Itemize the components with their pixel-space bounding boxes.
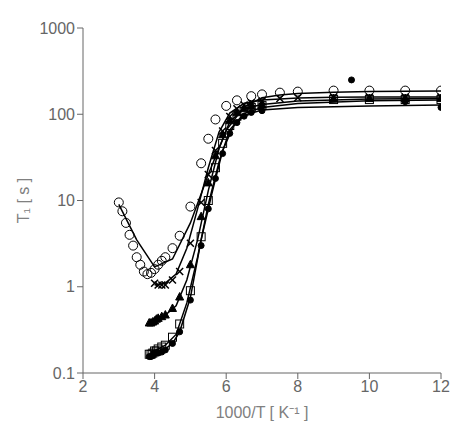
svg-text:8: 8 [293,378,302,395]
svg-text:1000/T [ K⁻¹ ]: 1000/T [ K⁻¹ ] [216,404,309,421]
svg-text:10: 10 [361,378,379,395]
svg-text:0.1: 0.1 [53,365,75,382]
svg-text:6: 6 [222,378,231,395]
svg-text:4: 4 [150,378,159,395]
svg-text:2: 2 [79,378,88,395]
svg-text:T₁ [ s ]: T₁ [ s ] [15,178,32,223]
svg-text:1000: 1000 [39,20,75,37]
svg-text:100: 100 [48,106,75,123]
svg-text:12: 12 [432,378,450,395]
svg-text:1: 1 [66,278,75,295]
svg-text:10: 10 [57,192,75,209]
